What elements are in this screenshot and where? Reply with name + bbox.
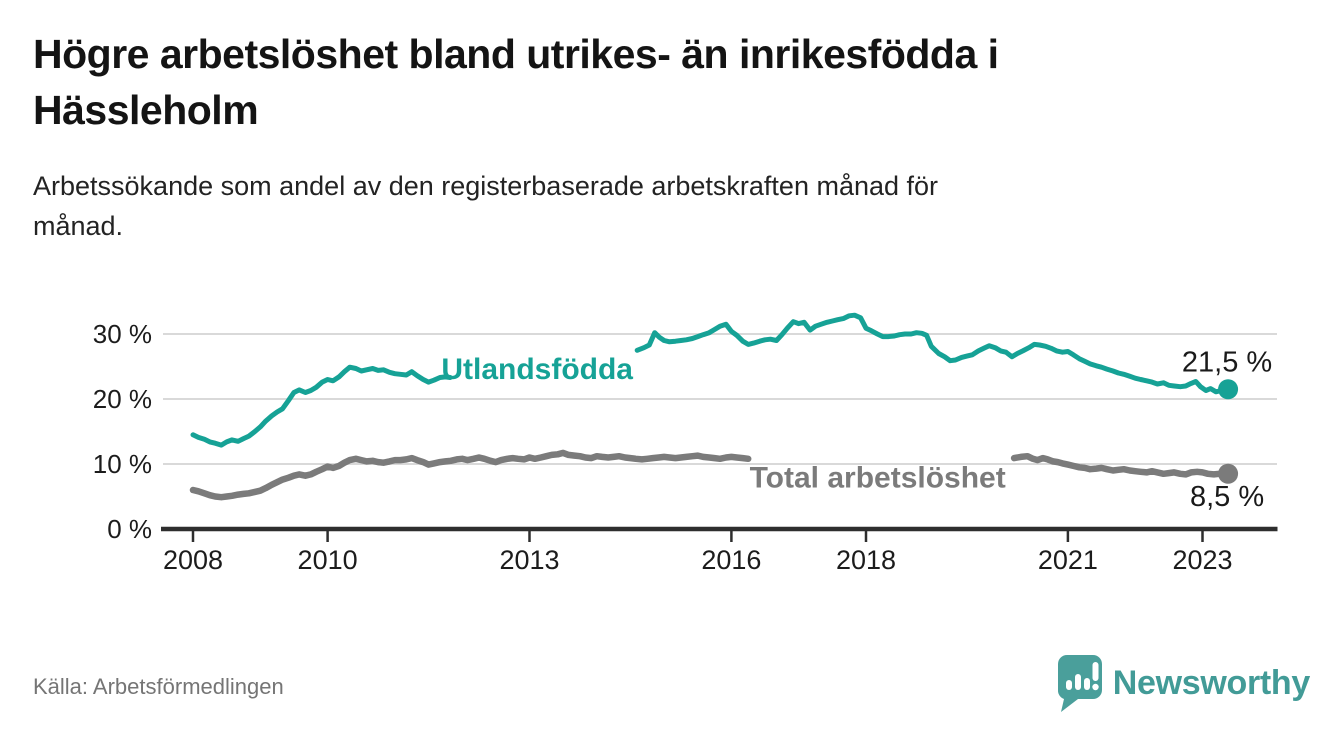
- line-chart-canvas: 0 % 10 % 20 % 30 % 2008 2010 2013 2016 2018 2021 2…: [93, 312, 1278, 575]
- y-axis-label-30: 30 %: [93, 319, 152, 349]
- newsworthy-brand: Newsworthy: [1054, 653, 1310, 713]
- page-title: Högre arbetslöshet bland utrikes- än inr…: [33, 26, 1313, 138]
- series-line-utlandsfodda-seg2: [634, 312, 1231, 395]
- line-chart: 0 % 10 % 20 % 30 % 2008 2010 2013 2016 2018 2021 2…: [0, 290, 1340, 590]
- y-axis-label-20: 20 %: [93, 384, 152, 414]
- page-title-line1: Högre arbetslöshet bland utrikes- än inr…: [33, 31, 999, 77]
- series-line-total-seg1: [189, 449, 752, 501]
- series-label-total: Total arbetslöshet: [750, 462, 1006, 495]
- logo-exclamation-dot: [1092, 683, 1099, 691]
- logo-exclamation-bar: [1092, 662, 1099, 681]
- logo-bar-2: [1074, 674, 1081, 690]
- newsworthy-logo-icon: [1057, 655, 1102, 712]
- x-axis-label-2013: 2013: [499, 545, 559, 575]
- y-axis-label-0: 0 %: [107, 514, 152, 544]
- y-axis-label-10: 10 %: [93, 449, 152, 479]
- brand-name: Newsworthy: [1112, 663, 1311, 702]
- series-end-dot-total: [1218, 463, 1239, 484]
- page-title-line2: Hässleholm: [33, 87, 259, 133]
- x-axis-label-2021: 2021: [1038, 545, 1098, 575]
- logo-bar-3: [1083, 678, 1090, 690]
- chart-subtitle-line2: månad.: [33, 211, 124, 241]
- chart-subtitle: Arbetssökande som andel av den registerb…: [33, 166, 1313, 246]
- x-axis-label-2018: 2018: [836, 545, 896, 575]
- series-line-utlandsfodda-seg1: [190, 364, 453, 448]
- x-axis-label-2008: 2008: [163, 545, 223, 575]
- source-note: Källa: Arbetsförmedlingen: [33, 674, 284, 699]
- x-axis-label-2016: 2016: [701, 545, 761, 575]
- series-end-dot-utlandsfodda: [1218, 379, 1239, 400]
- logo-bar-1: [1065, 680, 1072, 690]
- series-label-utlandsfodda: Utlandsfödda: [441, 353, 633, 386]
- series-end-label-utlandsfodda: 21,5 %: [1182, 346, 1272, 378]
- x-axis-label-2010: 2010: [298, 545, 358, 575]
- series-line-total-seg2: [1010, 452, 1232, 478]
- series-end-label-total: 8,5 %: [1190, 481, 1264, 513]
- x-axis-label-2023: 2023: [1172, 545, 1232, 575]
- chart-subtitle-line1: Arbetssökande som andel av den registerb…: [33, 171, 939, 201]
